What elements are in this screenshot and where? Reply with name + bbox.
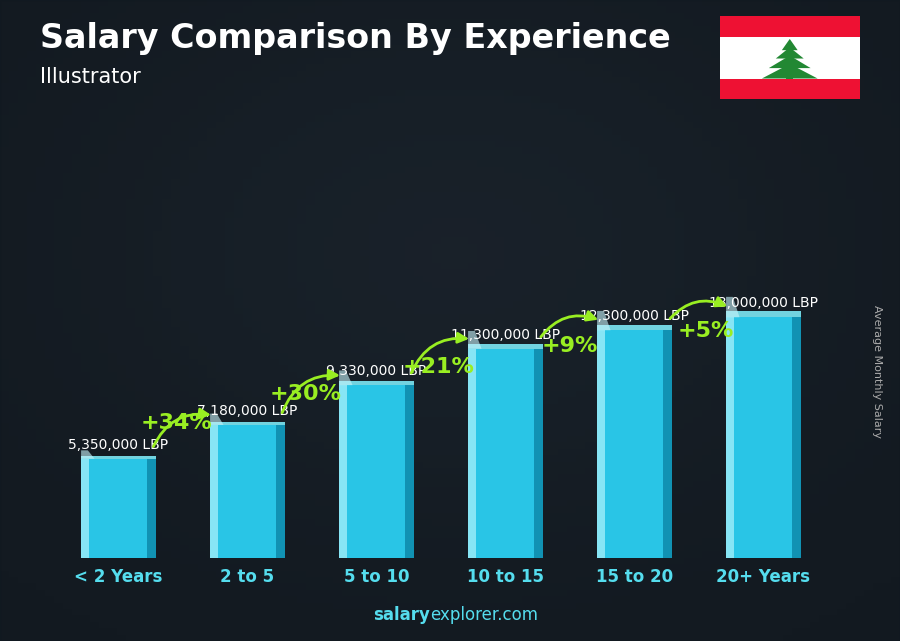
Polygon shape [782, 39, 797, 50]
Bar [720, 16, 859, 37]
Bar [597, 324, 672, 330]
Polygon shape [776, 47, 804, 58]
Text: 12,300,000 LBP: 12,300,000 LBP [580, 309, 689, 323]
Bar [726, 312, 801, 317]
Bar [405, 385, 414, 558]
Bar [720, 79, 859, 99]
Bar [468, 349, 475, 558]
Bar [339, 385, 414, 558]
Text: 5 to 10: 5 to 10 [344, 569, 410, 587]
Text: 11,300,000 LBP: 11,300,000 LBP [451, 328, 560, 342]
Text: +9%: +9% [542, 336, 598, 356]
Text: 5,350,000 LBP: 5,350,000 LBP [68, 438, 168, 451]
Polygon shape [769, 56, 811, 68]
Bar [81, 459, 88, 558]
Polygon shape [81, 451, 94, 459]
Bar [81, 459, 156, 558]
Bar [663, 330, 672, 558]
Bar [720, 37, 859, 79]
Bar [468, 344, 543, 349]
Polygon shape [597, 311, 610, 330]
Bar [210, 422, 285, 425]
Bar [726, 317, 801, 558]
Bar [726, 317, 734, 558]
Bar [276, 425, 285, 558]
Bar [787, 74, 793, 79]
Text: 13,000,000 LBP: 13,000,000 LBP [709, 296, 818, 310]
Text: +5%: +5% [678, 321, 734, 341]
Bar [792, 317, 801, 558]
Polygon shape [339, 370, 353, 385]
Text: Salary Comparison By Experience: Salary Comparison By Experience [40, 22, 671, 55]
Bar [210, 425, 285, 558]
Text: explorer.com: explorer.com [430, 606, 538, 624]
Polygon shape [761, 64, 818, 79]
Bar [147, 459, 156, 558]
Text: Average Monthly Salary: Average Monthly Salary [872, 305, 883, 438]
Text: +30%: +30% [269, 384, 341, 404]
Text: +34%: +34% [140, 413, 212, 433]
Bar [210, 425, 218, 558]
Text: +21%: +21% [402, 358, 474, 378]
Text: < 2 Years: < 2 Years [75, 569, 163, 587]
Text: 7,180,000 LBP: 7,180,000 LBP [197, 404, 298, 418]
Text: salary: salary [374, 606, 430, 624]
Bar [81, 456, 156, 459]
Text: 15 to 20: 15 to 20 [596, 569, 673, 587]
Text: Illustrator: Illustrator [40, 67, 141, 87]
Text: 9,330,000 LBP: 9,330,000 LBP [327, 364, 427, 378]
Bar [339, 381, 414, 385]
Polygon shape [726, 297, 740, 317]
FancyBboxPatch shape [717, 14, 862, 101]
Bar [534, 349, 543, 558]
Text: 10 to 15: 10 to 15 [467, 569, 544, 587]
Text: 2 to 5: 2 to 5 [220, 569, 274, 587]
Bar [339, 385, 346, 558]
Bar [597, 330, 672, 558]
Bar [468, 349, 543, 558]
Text: 20+ Years: 20+ Years [716, 569, 811, 587]
Polygon shape [468, 331, 482, 349]
Polygon shape [210, 413, 223, 425]
Bar [597, 330, 605, 558]
